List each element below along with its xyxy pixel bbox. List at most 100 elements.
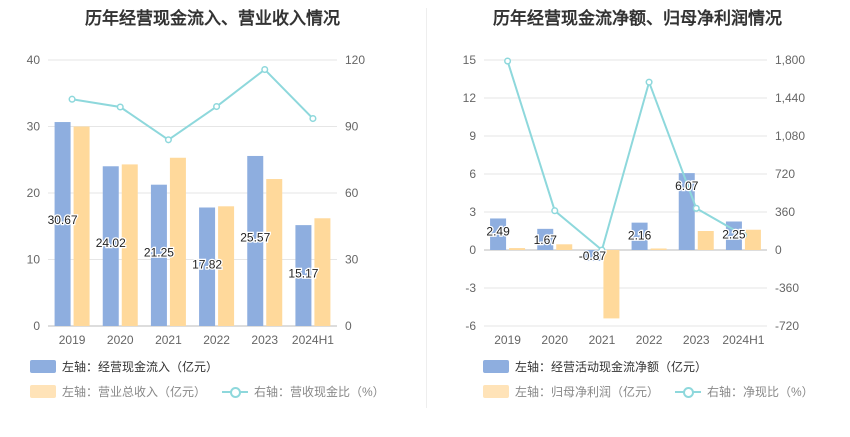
x-axis-tick-label: 2019 <box>59 333 86 345</box>
right-axis-tick-label: 0 <box>775 243 782 257</box>
line-point <box>116 103 124 111</box>
data-label: 2.16 <box>628 229 652 243</box>
bar <box>199 207 216 326</box>
x-axis-tick-label: 2020 <box>107 333 134 345</box>
left-axis-tick-label: 9 <box>469 129 476 143</box>
left-axis-tick-label: 6 <box>469 167 476 181</box>
right-axis-tick-label: 1,440 <box>775 91 805 105</box>
bar <box>247 155 264 326</box>
right-axis-tick-label: 120 <box>345 53 365 67</box>
right-axis-tick-label: 1,080 <box>775 129 805 143</box>
x-axis-tick-label: 2021 <box>589 333 616 345</box>
right-axis-tick-label: 90 <box>345 120 359 134</box>
legend-label: 左轴：经营现金流入（亿元） <box>62 360 219 374</box>
x-axis-tick-label: 2021 <box>155 333 182 345</box>
x-axis-tick-label: 2020 <box>541 333 568 345</box>
left-axis-tick-label: 10 <box>27 253 41 267</box>
right-axis-tick-label: -720 <box>775 319 799 333</box>
x-axis-tick-label: 2022 <box>203 333 230 345</box>
line-point <box>261 65 269 74</box>
legend-label: 左轴：归母净利润（亿元） <box>515 385 660 399</box>
data-label: 15.17 <box>288 267 318 281</box>
left-axis-tick-label: 0 <box>469 243 476 257</box>
legend-item-cash-inflow[interactable]: 左轴：经营现金流入（亿元） <box>30 358 218 375</box>
x-axis-tick-label: 2022 <box>636 333 663 345</box>
bar <box>631 222 648 250</box>
legend-item-net-cash-ratio[interactable]: 右轴：净现比（%） <box>675 383 814 400</box>
left-axis-tick-label: 40 <box>27 53 41 67</box>
bar <box>556 244 573 250</box>
data-label: 21.25 <box>144 246 174 260</box>
chart-title: 历年经营现金流净额、归母净利润情况 <box>493 9 782 28</box>
bar <box>295 225 312 326</box>
right-axis-tick-label: 720 <box>775 167 795 181</box>
right-axis-tick-label: 1,800 <box>775 53 805 67</box>
bar <box>650 248 667 250</box>
right-axis-tick-label: 0 <box>345 319 352 333</box>
x-axis-tick-label: 2023 <box>683 333 710 345</box>
left-axis-tick-label: -3 <box>465 281 476 295</box>
legend-swatch <box>30 385 56 398</box>
data-label: 2.25 <box>722 228 746 242</box>
left-axis-tick-label: 12 <box>463 91 477 105</box>
x-axis-tick-label: 2024H1 <box>722 333 764 345</box>
data-label: 6.07 <box>675 179 699 193</box>
legend-item-net-cash-flow[interactable]: 左轴：经营活动现金流净额（亿元） <box>483 358 707 375</box>
x-axis-tick-label: 2023 <box>251 333 278 345</box>
left-axis-tick-label: 3 <box>469 205 476 219</box>
legend-label: 左轴：经营活动现金流净额（亿元） <box>515 360 708 374</box>
line-point <box>598 246 606 254</box>
left-axis-tick-label: 30 <box>27 120 41 134</box>
x-axis-tick-label: 2024H1 <box>292 333 334 345</box>
bar <box>266 179 283 326</box>
bar <box>102 166 119 326</box>
legend-line-marker-icon <box>222 385 249 398</box>
line-point <box>645 78 653 86</box>
legend-item-cash-ratio[interactable]: 右轴：营收现金比（%） <box>222 383 385 400</box>
x-axis-tick-label: 2019 <box>494 333 521 345</box>
left-axis-tick-label: 0 <box>33 319 40 333</box>
right-axis-tick-label: 60 <box>345 186 359 200</box>
bar <box>584 250 601 262</box>
right-axis-tick-label: -360 <box>775 281 799 295</box>
line-point <box>213 103 221 111</box>
chart-plot: -6 -720 -3 -360 0 0 3 360 6 720 9 1,080 12 1,440 15 1,8… <box>463 53 806 345</box>
left-axis-tick-label: 15 <box>463 53 477 67</box>
panel-divider <box>426 8 427 408</box>
legend-line-marker-icon <box>675 385 702 398</box>
legend-swatch <box>483 385 509 398</box>
data-label: 24.02 <box>96 236 126 250</box>
legend-item-net-profit[interactable]: 左轴：归母净利润（亿元） <box>483 383 659 400</box>
data-label: 1.67 <box>534 233 558 247</box>
right-axis-tick-label: 360 <box>775 205 795 219</box>
bar <box>603 250 620 319</box>
line-point <box>164 136 172 144</box>
chart-title: 历年经营现金流入、营业收入情况 <box>85 9 340 28</box>
line-point <box>504 57 512 65</box>
legend-swatch <box>30 360 56 373</box>
right-axis-tick-label: 30 <box>345 253 359 267</box>
bar <box>169 157 186 326</box>
line-point <box>309 114 317 123</box>
bar <box>121 164 138 326</box>
data-label: 17.82 <box>192 257 222 271</box>
line-point <box>68 95 76 103</box>
legend-swatch <box>483 360 509 373</box>
bar <box>73 126 90 326</box>
bar <box>537 228 554 250</box>
bar <box>150 184 167 326</box>
line-point <box>692 204 700 212</box>
legend-label: 右轴：营收现金比（%） <box>254 385 385 399</box>
data-label: 2.49 <box>486 224 510 238</box>
legend-item-revenue[interactable]: 左轴：营业总收入（亿元） <box>30 383 206 400</box>
chart-panel-left: 历年经营现金流入、营业收入情况 0 0 10 30 20 60 30 90 40 120 2019 2… <box>27 9 385 400</box>
legend-label: 左轴：营业总收入（亿元） <box>62 385 207 399</box>
bar <box>218 206 235 326</box>
left-axis-tick-label: -6 <box>465 319 476 333</box>
bar <box>744 229 761 250</box>
bar <box>54 122 71 327</box>
bar <box>314 218 331 326</box>
series-line <box>71 68 314 142</box>
bar <box>490 218 507 250</box>
line-point <box>739 231 747 239</box>
